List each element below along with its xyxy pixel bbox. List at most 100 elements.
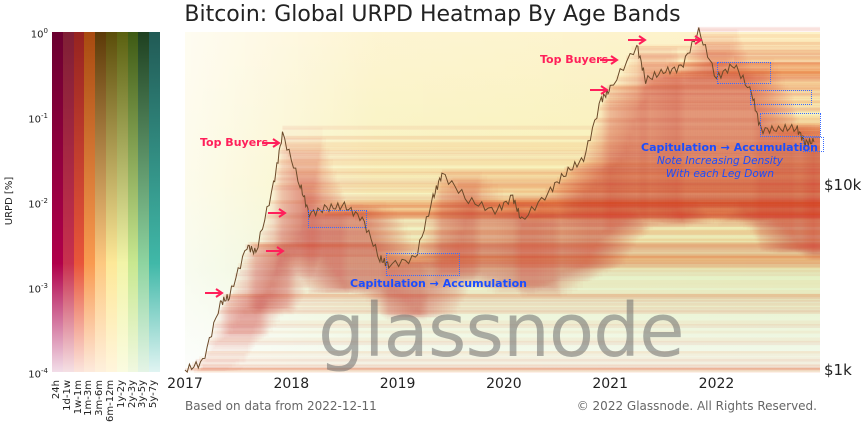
heat-band bbox=[790, 127, 820, 133]
heat-band bbox=[495, 214, 820, 218]
heat-band bbox=[691, 49, 820, 55]
heat-band bbox=[802, 133, 820, 136]
arrow-icon bbox=[590, 85, 609, 95]
price-tick: $10k bbox=[824, 176, 862, 194]
heat-band bbox=[797, 121, 820, 125]
heat-band bbox=[222, 305, 820, 310]
heat-band bbox=[727, 67, 820, 70]
heat-band bbox=[557, 176, 820, 182]
heat-band bbox=[278, 159, 820, 165]
annotation-top-buyers: Top Buyers bbox=[200, 136, 269, 149]
heat-band bbox=[700, 34, 820, 38]
heat-band bbox=[551, 187, 820, 193]
heat-band bbox=[339, 205, 820, 211]
x-tick: 2019 bbox=[379, 376, 416, 392]
heat-band bbox=[473, 200, 820, 206]
colorbar-band-5y-7y bbox=[149, 32, 160, 372]
heat-band bbox=[465, 201, 820, 206]
heat-band bbox=[517, 201, 820, 205]
accumulation-box bbox=[760, 113, 821, 137]
heat-band bbox=[588, 144, 820, 150]
heat-band bbox=[434, 185, 820, 190]
heat-band bbox=[460, 195, 820, 201]
heat-band bbox=[270, 200, 820, 204]
heat-band bbox=[259, 236, 820, 241]
heat-band bbox=[347, 212, 820, 216]
heat-band bbox=[427, 216, 820, 219]
heat-band bbox=[758, 122, 820, 126]
heat-band bbox=[220, 307, 820, 312]
heat-band bbox=[319, 204, 820, 209]
heat-band bbox=[308, 214, 820, 220]
heat-band bbox=[386, 267, 820, 272]
heat-band bbox=[224, 293, 821, 298]
heat-band bbox=[565, 166, 820, 171]
heat-band bbox=[754, 108, 820, 113]
heat-band bbox=[766, 130, 820, 134]
heat-band bbox=[607, 95, 820, 100]
colorbar-band-1m-3m bbox=[84, 32, 96, 372]
heat-band bbox=[743, 82, 820, 85]
heat-band bbox=[569, 164, 820, 168]
heat-band bbox=[435, 194, 820, 198]
heat-band bbox=[618, 77, 820, 82]
heat-band bbox=[376, 254, 820, 259]
heat-band bbox=[399, 260, 820, 265]
heat-band bbox=[757, 107, 820, 112]
heat-band bbox=[681, 68, 820, 74]
arrow-icon bbox=[262, 138, 281, 148]
heat-band bbox=[195, 358, 820, 362]
heat-band bbox=[585, 157, 820, 160]
heat-band bbox=[735, 71, 820, 75]
accumulation-box bbox=[386, 253, 460, 276]
heat-band bbox=[255, 248, 820, 254]
heat-band bbox=[620, 65, 820, 71]
heat-band bbox=[223, 302, 820, 306]
heat-band bbox=[422, 228, 820, 231]
heat-band bbox=[518, 207, 820, 213]
heat-band bbox=[548, 190, 820, 193]
heat-band bbox=[369, 238, 820, 242]
heat-band bbox=[317, 211, 820, 217]
colorbar-band-1d-1w bbox=[62, 32, 74, 372]
heat-band bbox=[643, 67, 820, 71]
colorbar-tick: 10-1 bbox=[28, 112, 48, 126]
heat-band bbox=[661, 70, 820, 75]
heat-band bbox=[750, 91, 820, 97]
heat-band bbox=[271, 185, 821, 191]
heat-band bbox=[306, 209, 821, 214]
heat-band bbox=[251, 242, 820, 246]
heat-band bbox=[280, 141, 820, 147]
heat-band bbox=[433, 199, 820, 205]
heat-band bbox=[716, 70, 820, 75]
heat-band bbox=[732, 61, 820, 65]
heat-band bbox=[441, 169, 820, 175]
heat-band bbox=[305, 194, 820, 200]
heat-band bbox=[805, 145, 820, 149]
colorbar-band-3m-6m bbox=[95, 32, 106, 372]
x-tick: 2022 bbox=[698, 376, 735, 392]
heat-band bbox=[418, 239, 820, 245]
heat-band bbox=[730, 65, 820, 71]
heat-band bbox=[294, 172, 820, 178]
heat-band bbox=[807, 134, 820, 137]
heat-band bbox=[679, 62, 820, 66]
heat-band bbox=[798, 124, 820, 130]
heat-band bbox=[762, 128, 820, 134]
colorbar-band-24h bbox=[52, 32, 63, 372]
x-tick: 2018 bbox=[273, 376, 310, 392]
heat-band bbox=[213, 323, 820, 328]
footer-copyright: © 2022 Glassnode. All Rights Reserved. bbox=[576, 399, 817, 413]
heat-band bbox=[287, 152, 820, 157]
heat-band bbox=[689, 41, 820, 46]
heat-band bbox=[438, 175, 820, 178]
heat-band bbox=[248, 248, 820, 252]
heat-band bbox=[197, 367, 820, 372]
heat-band bbox=[215, 320, 820, 326]
heat-band bbox=[675, 62, 820, 68]
heat-band bbox=[391, 264, 820, 269]
heat-band bbox=[813, 138, 820, 255]
heat-band bbox=[463, 186, 820, 190]
price-tick: $1k bbox=[824, 361, 852, 379]
